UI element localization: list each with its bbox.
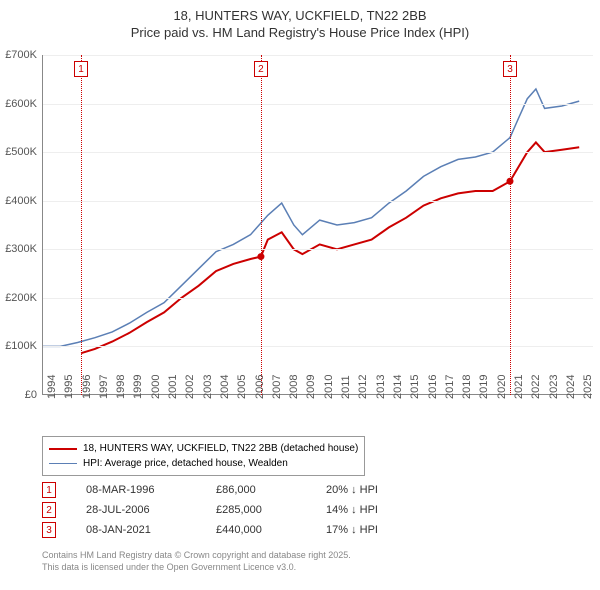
y-tick-label: £200K	[5, 292, 37, 304]
event-diff: 20% ↓ HPI	[326, 484, 426, 496]
y-tick-label: £400K	[5, 195, 37, 207]
event-marker-3: 3	[42, 522, 56, 538]
legend-swatch-price-paid	[49, 448, 77, 450]
x-tick-label: 1995	[63, 375, 75, 399]
legend-label-price-paid: 18, HUNTERS WAY, UCKFIELD, TN22 2BB (det…	[83, 441, 358, 456]
event-vline	[81, 55, 82, 395]
y-tick-label: £100K	[5, 340, 37, 352]
legend-label-hpi: HPI: Average price, detached house, Weal…	[83, 456, 288, 471]
x-tick-label: 2023	[548, 375, 560, 399]
y-tick-label: £700K	[5, 49, 37, 61]
event-diff: 14% ↓ HPI	[326, 504, 426, 516]
y-tick-label: £300K	[5, 243, 37, 255]
series-line-price_paid	[81, 142, 579, 353]
chart-area: 123 £0£100K£200K£300K£400K£500K£600K£700…	[42, 55, 592, 425]
x-tick-label: 2010	[323, 375, 335, 399]
event-price: £285,000	[216, 504, 296, 516]
x-tick-label: 1997	[98, 375, 110, 399]
event-vline	[510, 55, 511, 395]
x-tick-label: 2002	[184, 375, 196, 399]
chart-container: 18, HUNTERS WAY, UCKFIELD, TN22 2BB Pric…	[0, 0, 600, 590]
x-tick-label: 1999	[132, 375, 144, 399]
event-diff: 17% ↓ HPI	[326, 524, 426, 536]
title-line2: Price paid vs. HM Land Registry's House …	[0, 25, 600, 42]
event-vline	[261, 55, 262, 395]
title-line1: 18, HUNTERS WAY, UCKFIELD, TN22 2BB	[0, 8, 600, 25]
x-tick-label: 2009	[305, 375, 317, 399]
event-marker-2: 2	[42, 502, 56, 518]
x-tick-label: 2021	[513, 375, 525, 399]
x-tick-label: 2022	[530, 375, 542, 399]
legend: 18, HUNTERS WAY, UCKFIELD, TN22 2BB (det…	[42, 436, 365, 476]
y-tick-label: £0	[25, 389, 37, 401]
event-date: 28-JUL-2006	[86, 504, 186, 516]
x-tick-label: 2018	[461, 375, 473, 399]
footnote-line1: Contains HM Land Registry data © Crown c…	[42, 550, 351, 562]
series-line-hpi	[43, 89, 579, 346]
x-tick-label: 2016	[427, 375, 439, 399]
x-tick-label: 2014	[392, 375, 404, 399]
title-block: 18, HUNTERS WAY, UCKFIELD, TN22 2BB Pric…	[0, 0, 600, 42]
x-tick-label: 2003	[202, 375, 214, 399]
x-tick-label: 2017	[444, 375, 456, 399]
event-marker-1: 1	[42, 482, 56, 498]
x-tick-label: 2011	[340, 375, 352, 399]
y-tick-label: £500K	[5, 146, 37, 158]
x-tick-label: 2012	[357, 375, 369, 399]
x-tick-label: 1998	[115, 375, 127, 399]
y-tick-label: £600K	[5, 98, 37, 110]
x-tick-label: 2020	[496, 375, 508, 399]
event-marker-on-chart: 1	[74, 61, 88, 77]
footnote-line2: This data is licensed under the Open Gov…	[42, 562, 351, 574]
x-tick-label: 1994	[46, 375, 58, 399]
legend-row-price-paid: 18, HUNTERS WAY, UCKFIELD, TN22 2BB (det…	[49, 441, 358, 456]
event-row: 2 28-JUL-2006 £285,000 14% ↓ HPI	[42, 500, 426, 520]
x-tick-label: 2001	[167, 375, 179, 399]
x-tick-label: 2019	[478, 375, 490, 399]
legend-row-hpi: HPI: Average price, detached house, Weal…	[49, 456, 358, 471]
footnote: Contains HM Land Registry data © Crown c…	[42, 550, 351, 573]
x-tick-label: 2004	[219, 375, 231, 399]
x-tick-label: 2025	[582, 375, 594, 399]
x-tick-label: 2008	[288, 375, 300, 399]
event-row: 1 08-MAR-1996 £86,000 20% ↓ HPI	[42, 480, 426, 500]
x-tick-label: 2024	[565, 375, 577, 399]
event-date: 08-MAR-1996	[86, 484, 186, 496]
event-marker-on-chart: 3	[503, 61, 517, 77]
event-row: 3 08-JAN-2021 £440,000 17% ↓ HPI	[42, 520, 426, 540]
event-price: £86,000	[216, 484, 296, 496]
x-tick-label: 2006	[254, 375, 266, 399]
x-tick-label: 2013	[375, 375, 387, 399]
event-price: £440,000	[216, 524, 296, 536]
x-tick-label: 1996	[81, 375, 93, 399]
x-tick-label: 2015	[409, 375, 421, 399]
event-marker-on-chart: 2	[254, 61, 268, 77]
events-table: 1 08-MAR-1996 £86,000 20% ↓ HPI 2 28-JUL…	[42, 480, 426, 540]
event-date: 08-JAN-2021	[86, 524, 186, 536]
x-tick-label: 2000	[150, 375, 162, 399]
x-tick-label: 2005	[236, 375, 248, 399]
legend-swatch-hpi	[49, 463, 77, 464]
x-tick-label: 2007	[271, 375, 283, 399]
plot-region: 1 2 3	[42, 55, 592, 395]
